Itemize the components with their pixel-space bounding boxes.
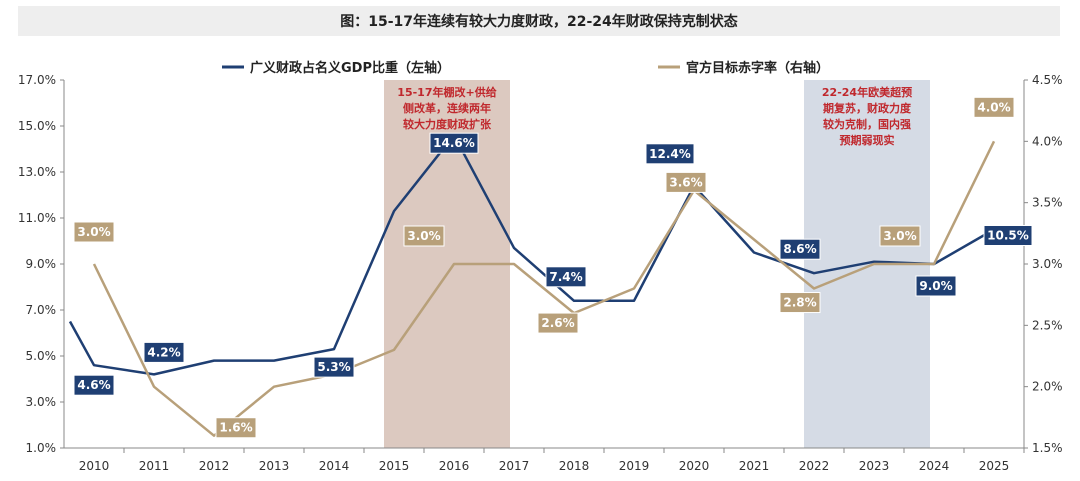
x-axis-tick-label: 2010	[79, 459, 110, 473]
left-axis-tick-label: 15.0%	[18, 119, 56, 133]
data-label: 14.6%	[433, 136, 475, 150]
shaded-region-annotation-line: 较为克制，国内强	[823, 117, 911, 131]
right-axis-tick-label: 2.0%	[1032, 380, 1063, 394]
x-axis-tick-label: 2016	[439, 459, 470, 473]
data-label-box	[983, 225, 1033, 246]
left-axis-tick-label: 9.0%	[26, 257, 57, 271]
x-axis-tick-label: 2017	[499, 459, 530, 473]
right-axis-tick-label: 1.5%	[1032, 441, 1063, 455]
right-axis-tick-label: 2.5%	[1032, 318, 1063, 332]
data-label-box	[215, 417, 257, 439]
data-label: 2.6%	[541, 316, 574, 330]
shaded-region-annotation-line: 期复苏，财政力度	[823, 101, 912, 115]
left-axis-tick-label: 17.0%	[18, 73, 56, 87]
data-label: 3.0%	[883, 229, 916, 243]
shaded-region-annotation-line: 侧改革，连续两年	[403, 101, 491, 115]
left-axis-tick-label: 7.0%	[26, 303, 57, 317]
data-label: 4.6%	[77, 378, 110, 392]
x-axis-tick-label: 2023	[859, 459, 890, 473]
data-label-box	[779, 238, 821, 260]
data-label-box	[645, 143, 695, 165]
data-label: 10.5%	[987, 229, 1029, 243]
data-label-box	[429, 132, 479, 154]
x-axis-tick-label: 2011	[139, 459, 170, 473]
data-label: 5.3%	[317, 360, 350, 374]
legend-label: 广义财政占名义GDP比重（左轴）	[250, 60, 450, 76]
data-label-box	[665, 171, 707, 193]
chart-title: 图：15-17年连续有较大力度财政，22-24年财政保持克制状态	[340, 14, 738, 30]
data-label-box	[313, 356, 355, 378]
data-label-box	[973, 96, 1015, 118]
x-axis-tick-label: 2012	[199, 459, 230, 473]
data-label-box	[545, 266, 587, 288]
left-axis-tick-label: 5.0%	[26, 349, 57, 363]
data-label-box	[73, 221, 115, 243]
series-line-deficit-rate	[92, 140, 996, 437]
left-axis-tick-label: 11.0%	[18, 211, 56, 225]
data-label-box	[143, 341, 185, 363]
series-line-gdp-ratio	[68, 133, 995, 376]
data-label-box	[879, 225, 921, 247]
data-label: 9.0%	[919, 279, 952, 293]
x-axis-tick-label: 2015	[379, 459, 410, 473]
right-axis-tick-label: 3.5%	[1032, 196, 1063, 210]
data-label-box	[403, 225, 445, 247]
left-axis-tick-label: 13.0%	[18, 165, 56, 179]
data-label: 12.4%	[649, 147, 691, 161]
right-axis-tick-label: 3.0%	[1032, 257, 1063, 271]
data-label: 3.0%	[77, 225, 110, 239]
x-axis-tick-label: 2025	[979, 459, 1010, 473]
left-axis-tick-label: 3.0%	[26, 395, 57, 409]
right-axis-tick-label: 4.5%	[1032, 73, 1063, 87]
x-axis-tick-label: 2018	[559, 459, 590, 473]
data-label: 8.6%	[783, 242, 816, 256]
shaded-region-annotation-line: 22-24年欧美超预	[822, 85, 912, 99]
x-axis-tick-label: 2014	[319, 459, 350, 473]
data-label-box	[915, 275, 957, 297]
data-label: 7.4%	[549, 270, 582, 284]
data-label: 2.8%	[783, 296, 816, 310]
data-label: 3.6%	[669, 175, 702, 189]
data-label-box	[537, 312, 579, 334]
data-label-box	[73, 374, 115, 396]
data-label: 4.2%	[147, 345, 180, 359]
data-label-box	[779, 292, 821, 314]
shaded-region-annotation-line: 较大力度财政扩张	[403, 117, 492, 131]
chart-title-bar: 图：15-17年连续有较大力度财政，22-24年财政保持克制状态	[18, 6, 1060, 36]
right-axis-tick-label: 4.0%	[1032, 134, 1063, 148]
x-axis-tick-label: 2013	[259, 459, 290, 473]
data-label: 3.0%	[407, 229, 440, 243]
legend-label: 官方目标赤字率（右轴）	[686, 60, 829, 76]
shaded-region-annotation-line: 15-17年棚改+供给	[397, 85, 496, 99]
x-axis-tick-label: 2024	[919, 459, 950, 473]
x-axis-tick-label: 2019	[619, 459, 650, 473]
left-axis-tick-label: 1.0%	[26, 441, 57, 455]
x-axis-tick-label: 2022	[799, 459, 830, 473]
data-label: 4.0%	[977, 100, 1010, 114]
data-label: 1.6%	[219, 421, 252, 435]
shaded-region-annotation-line: 预期弱现实	[840, 133, 895, 147]
x-axis-tick-label: 2020	[679, 459, 710, 473]
x-axis-tick-label: 2021	[739, 459, 770, 473]
